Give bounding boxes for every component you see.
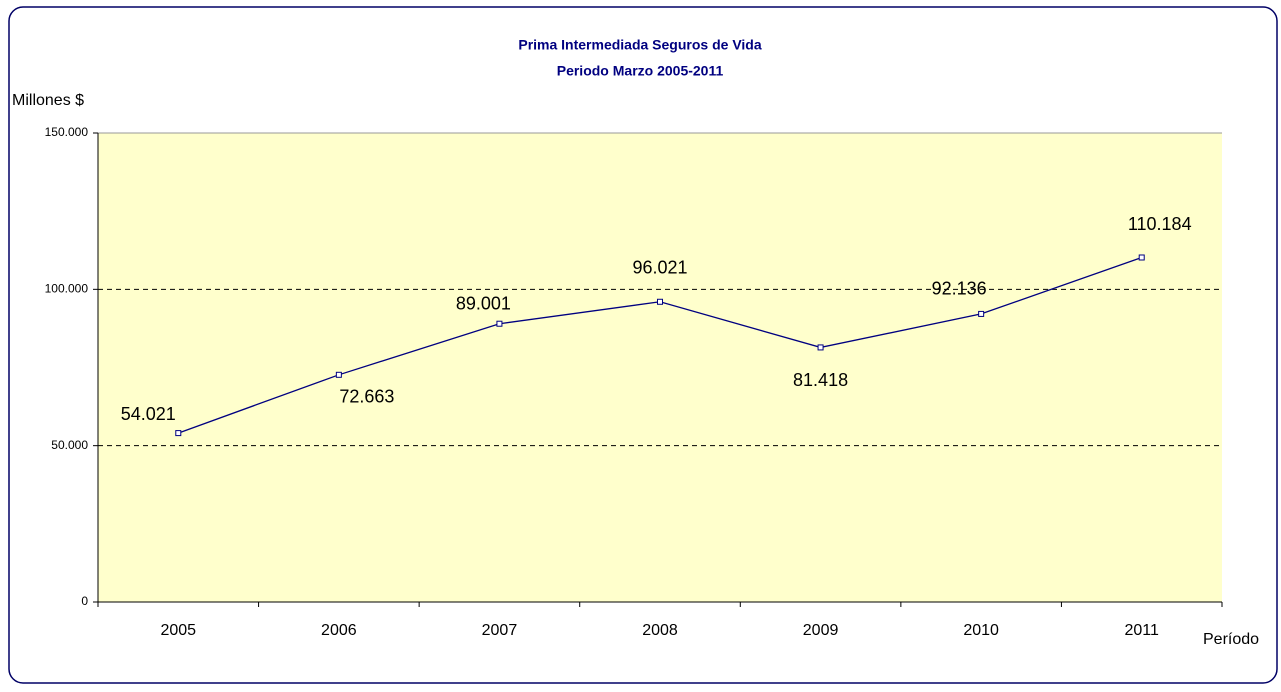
x-tick-label: 2011 (1125, 622, 1160, 639)
x-tick-label: 2006 (321, 622, 357, 639)
x-axis-label: Período (1203, 631, 1259, 648)
y-tick-label: 0 (81, 594, 88, 608)
chart-title: Prima Intermediada Seguros de Vida (518, 37, 761, 53)
x-tick-label: 2007 (482, 622, 518, 639)
data-label: 89.001 (456, 293, 511, 313)
data-point (1138, 254, 1145, 261)
y-tick-label: 150.000 (45, 125, 89, 139)
data-point (817, 344, 824, 351)
x-tick-label: 2008 (642, 622, 678, 639)
y-tick-label: 100.000 (45, 282, 89, 296)
y-axis-label: Millones $ (12, 92, 84, 109)
x-tick-label: 2009 (803, 622, 839, 639)
data-label: 110.184 (1128, 214, 1192, 234)
data-label: 81.418 (793, 370, 848, 390)
data-point (657, 298, 663, 305)
data-label: 92.136 (932, 279, 987, 299)
data-point (335, 371, 342, 378)
data-label: 54.021 (121, 404, 176, 424)
data-point (496, 320, 503, 327)
data-label: 96.021 (632, 258, 687, 278)
data-point (175, 430, 182, 437)
data-point (978, 310, 985, 317)
data-label: 72.663 (339, 387, 394, 407)
x-tick-label: 2005 (160, 622, 196, 639)
y-tick-label: 50.000 (51, 438, 88, 452)
plot-area (98, 133, 1222, 602)
x-tick-label: 2010 (963, 622, 999, 639)
chart-subtitle: Periodo Marzo 2005-2011 (557, 63, 724, 79)
